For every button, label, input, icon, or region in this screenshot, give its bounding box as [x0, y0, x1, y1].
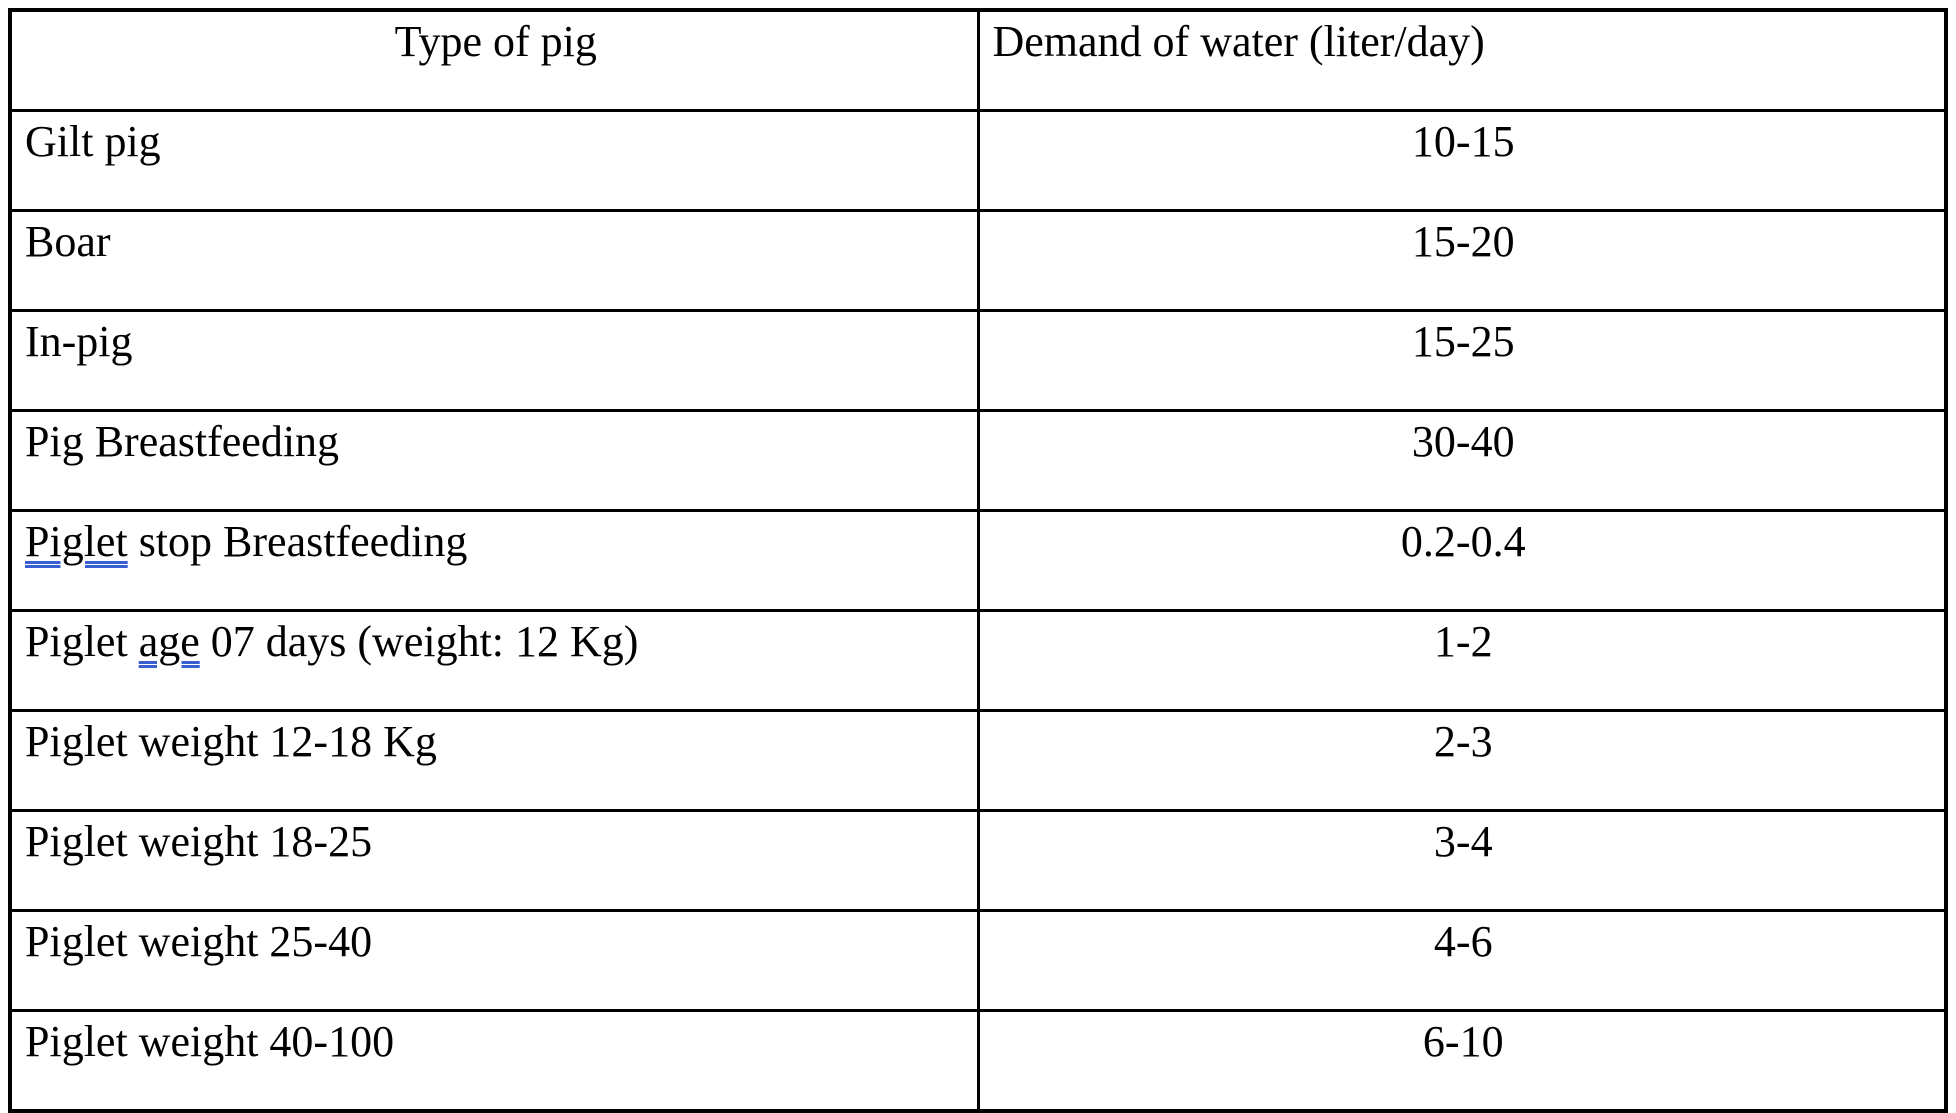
table-row: Piglet weight 25-40 4-6 [8, 909, 1948, 1012]
water-demand-cell: 6-10 [976, 1009, 1948, 1113]
grammar-underlined-text: Piglet [25, 517, 128, 566]
water-demand-table: Type of pig Demand of water (liter/day) … [8, 8, 1948, 1113]
water-demand-cell: 1-2 [976, 609, 1948, 712]
pig-type-cell: Piglet age 07 days (weight: 12 Kg) [8, 609, 980, 712]
table-row: In-pig 15-25 [8, 309, 1948, 412]
pig-type-cell: In-pig [8, 309, 980, 412]
water-demand-cell: 0.2-0.4 [976, 509, 1948, 612]
pig-type-cell: Boar [8, 209, 980, 312]
table-row: Pig Breastfeeding 30-40 [8, 409, 1948, 512]
pig-type-cell: Gilt pig [8, 109, 980, 212]
plain-text: stop Breastfeeding [127, 517, 468, 566]
table-row: Piglet stop Breastfeeding 0.2-0.4 [8, 509, 1948, 612]
water-demand-cell: 2-3 [976, 709, 1948, 812]
pig-type-cell: Piglet weight 12-18 Kg [8, 709, 980, 812]
pig-type-cell: Pig Breastfeeding [8, 409, 980, 512]
water-demand-cell: 10-15 [976, 109, 1948, 212]
water-demand-cell: 15-20 [976, 209, 1948, 312]
pig-type-cell: Piglet weight 25-40 [8, 909, 980, 1012]
table-row: Piglet weight 40-100 6-10 [8, 1009, 1948, 1113]
water-demand-cell: 15-25 [976, 309, 1948, 412]
plain-text: Piglet [25, 617, 139, 666]
table-row: Piglet age 07 days (weight: 12 Kg) 1-2 [8, 609, 1948, 712]
pig-type-cell: Piglet weight 40-100 [8, 1009, 980, 1113]
table-row: Piglet weight 12-18 Kg 2-3 [8, 709, 1948, 812]
column-header-type-of-pig: Type of pig [8, 8, 980, 112]
water-demand-cell: 30-40 [976, 409, 1948, 512]
table-row: Boar 15-20 [8, 209, 1948, 312]
water-demand-cell: 3-4 [976, 809, 1948, 912]
pig-type-cell: Piglet weight 18-25 [8, 809, 980, 912]
table-row: Gilt pig 10-15 [8, 109, 1948, 212]
header-row: Type of pig Demand of water (liter/day) [8, 8, 1948, 112]
column-header-water-demand: Demand of water (liter/day) [976, 8, 1948, 112]
grammar-underlined-text: age [138, 617, 200, 666]
pig-type-cell: Piglet stop Breastfeeding [8, 509, 980, 612]
plain-text: 07 days (weight: 12 Kg) [199, 617, 639, 666]
water-demand-cell: 4-6 [976, 909, 1948, 1012]
table-row: Piglet weight 18-25 3-4 [8, 809, 1948, 912]
